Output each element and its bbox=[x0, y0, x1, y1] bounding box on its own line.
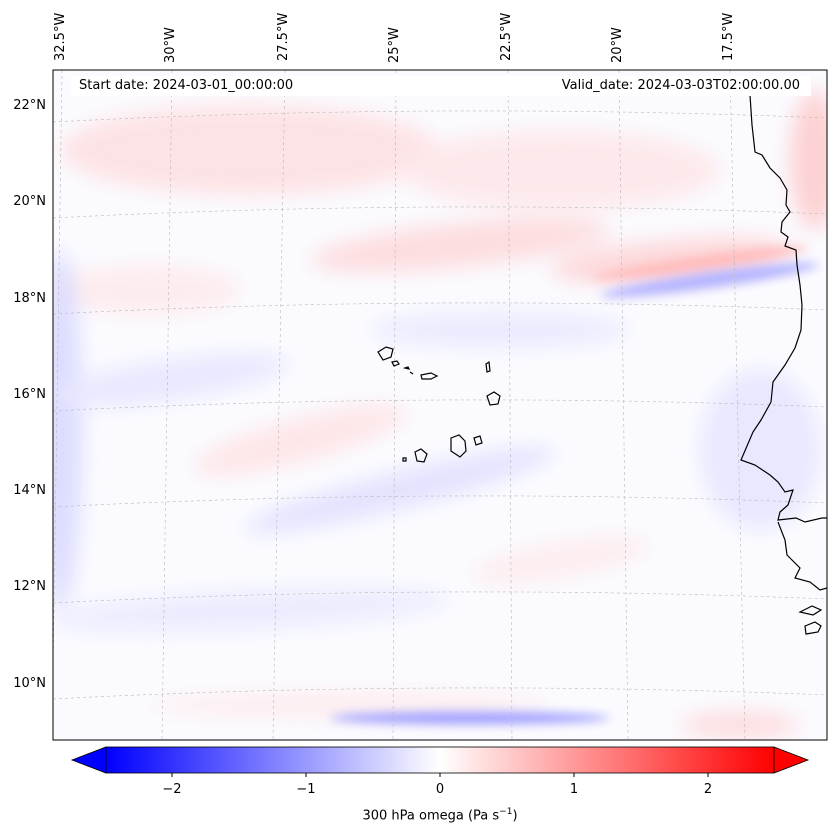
omega-negative-band bbox=[330, 712, 610, 724]
omega-positive-patch bbox=[310, 218, 610, 272]
guinea-coastline bbox=[777, 521, 828, 635]
colorbar-tick-label: −1 bbox=[296, 782, 316, 797]
omega-negative-patch bbox=[370, 312, 630, 348]
omega-positive-patch bbox=[400, 130, 720, 210]
colorbar-tick-label: 2 bbox=[703, 782, 713, 797]
omega-positive-patch bbox=[60, 105, 440, 195]
omega-positive-patch bbox=[150, 693, 550, 717]
start-date-label: Start date: 2024-03-01_00:00:00 bbox=[79, 78, 294, 93]
lat-label: 20°N bbox=[13, 194, 46, 209]
colorbar-tick-label: −2 bbox=[162, 782, 182, 797]
colorbar bbox=[70, 746, 810, 777]
lat-label: 16°N bbox=[13, 387, 46, 402]
west-africa-coastline bbox=[740, 94, 827, 523]
lat-label: 12°N bbox=[13, 579, 46, 594]
colorbar-title-exponent: −1 bbox=[499, 807, 513, 817]
colorbar-extend-max bbox=[773, 746, 810, 774]
valid-date-label: Valid_date: 2024-03-03T02:00:00.00 bbox=[561, 78, 800, 93]
colorbar-tick-label: 1 bbox=[569, 782, 579, 797]
omega-negative-patch bbox=[244, 447, 556, 533]
colorbar-tick-label: 0 bbox=[435, 782, 445, 797]
colorbar-extend-min bbox=[70, 746, 107, 774]
omega-negative-patch bbox=[53, 354, 289, 406]
lat-label: 10°N bbox=[13, 676, 46, 691]
lat-label: 14°N bbox=[13, 483, 46, 498]
omega-positive-patch bbox=[60, 265, 240, 315]
cape-verde-islands bbox=[377, 346, 501, 463]
omega-positive-band bbox=[591, 246, 809, 280]
omega-field bbox=[53, 70, 827, 740]
colorbar-title-close: ) bbox=[512, 808, 518, 824]
map-frame bbox=[52, 69, 828, 741]
omega-negative-patch bbox=[700, 370, 820, 530]
colorbar-title-main: 300 hPa omega (Pa s bbox=[362, 808, 500, 824]
lat-label: 22°N bbox=[13, 98, 46, 113]
omega-positive-patch bbox=[790, 90, 827, 230]
header-banner bbox=[71, 76, 811, 96]
colorbar-gradient bbox=[105, 746, 775, 774]
omega-negative-patch bbox=[53, 250, 82, 610]
omega-positive-patch bbox=[193, 404, 407, 476]
omega-positive-patch bbox=[680, 711, 800, 739]
omega-negative-band bbox=[601, 262, 819, 298]
omega-positive-patch bbox=[471, 536, 649, 584]
colorbar-title: 300 hPa omega (Pa s−1) bbox=[362, 807, 517, 823]
lat-label: 18°N bbox=[13, 291, 46, 306]
graticule bbox=[53, 70, 827, 740]
